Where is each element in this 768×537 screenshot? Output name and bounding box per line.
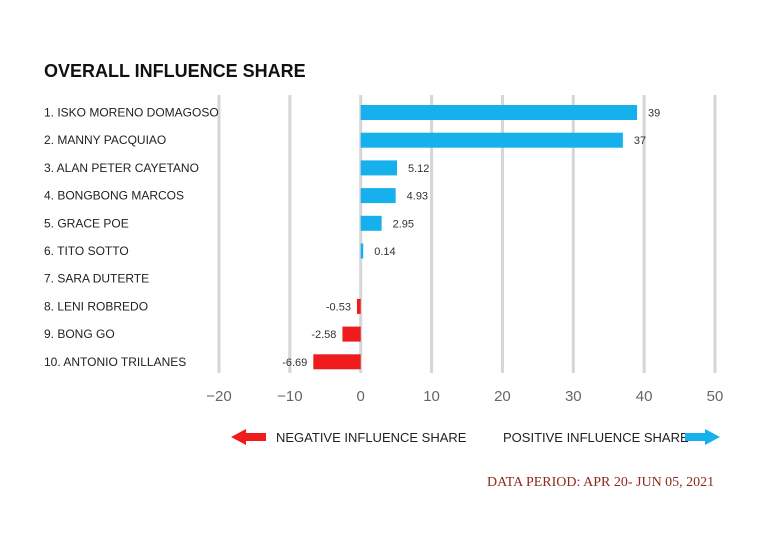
bar	[342, 326, 361, 342]
legend-positive-label: POSITIVE INFLUENCE SHARE	[503, 430, 689, 445]
chart-title: OVERALL INFLUENCE SHARE	[44, 61, 306, 81]
value-label: 0.14	[374, 246, 395, 258]
category-label: 7. SARA DUTERTE	[44, 272, 149, 286]
bar	[360, 188, 396, 204]
data-period-note: DATA PERIOD: APR 20- JUN 05, 2021	[487, 475, 714, 490]
bars	[313, 105, 638, 370]
value-label: -2.58	[311, 329, 336, 341]
bar	[360, 160, 397, 176]
category-label: 4. BONGBONG MARCOS	[44, 189, 184, 203]
right-arrow-icon	[685, 429, 720, 445]
value-label: 4.93	[407, 191, 428, 203]
bar	[360, 243, 364, 259]
legend: NEGATIVE INFLUENCE SHARE POSITIVE INFLUE…	[231, 429, 720, 445]
left-arrow-icon	[231, 429, 266, 445]
value-label: 2.95	[393, 218, 414, 230]
value-label: -6.69	[282, 357, 307, 369]
bar	[360, 215, 382, 231]
category-label: 8. LENI ROBREDO	[44, 299, 148, 313]
x-tick-label: 40	[636, 388, 653, 405]
bar	[360, 105, 638, 120]
category-label: 9. BONG GO	[44, 327, 115, 341]
bar	[356, 298, 361, 314]
value-label: -0.53	[326, 301, 351, 313]
value-label: 5.12	[408, 163, 429, 175]
x-tick-label: 10	[423, 388, 440, 405]
x-tick-label: 20	[494, 388, 511, 405]
category-label: 6. TITO SOTTO	[44, 244, 129, 258]
value-label: 37	[634, 135, 646, 147]
category-label: 10. ANTONIO TRILLANES	[44, 355, 186, 369]
x-tick-label: −10	[277, 388, 302, 405]
category-labels: 1. ISKO MORENO DOMAGOSO 2. MANNY PACQUIAO…	[44, 106, 219, 369]
x-tick-label: 30	[565, 388, 582, 405]
x-tick-label: −20	[206, 388, 231, 405]
x-tick-label: 0	[357, 388, 365, 405]
x-tick-label: 50	[707, 388, 724, 405]
category-label: 2. MANNY PACQUIAO	[44, 133, 166, 147]
value-label: 39	[648, 108, 660, 120]
legend-negative-label: NEGATIVE INFLUENCE SHARE	[276, 430, 467, 445]
bar	[313, 354, 361, 370]
bar	[360, 132, 623, 148]
value-labels: 39 37 5.12 4.93 2.95 0.14 -0.53 -2.58 -6.69	[282, 108, 660, 369]
x-axis-ticks: −20 −10 0 10 20 30 40 50	[206, 388, 723, 405]
category-label: 5. GRACE POE	[44, 216, 129, 230]
category-label: 1. ISKO MORENO DOMAGOSO	[44, 106, 219, 120]
category-label: 3. ALAN PETER CAYETANO	[44, 161, 199, 175]
